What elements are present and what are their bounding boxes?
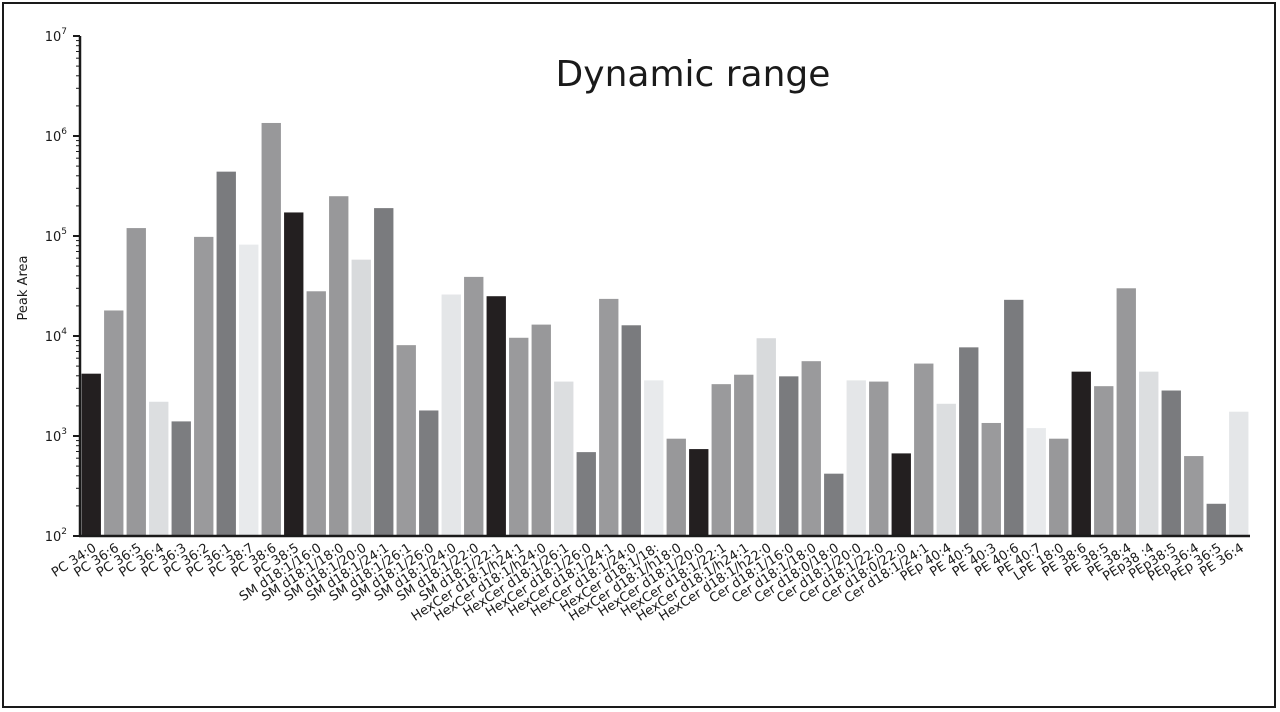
bar xyxy=(194,236,214,536)
x-axis: PC 34:0PC 36:6PC 36:5PC 36:4PC 36:3PC 36… xyxy=(49,534,1250,625)
bar xyxy=(216,171,236,536)
bar xyxy=(1116,288,1136,536)
bar xyxy=(599,298,619,536)
bar xyxy=(981,422,1001,536)
bar xyxy=(756,338,776,536)
bar xyxy=(261,122,281,536)
bar xyxy=(554,381,574,536)
y-tick-label: 105 xyxy=(45,227,67,245)
bar xyxy=(1139,371,1159,536)
bar xyxy=(801,361,821,536)
bar xyxy=(824,473,844,536)
y-axis-label: Peak Area xyxy=(16,256,31,321)
bar xyxy=(576,452,596,536)
bar xyxy=(509,337,529,536)
bar xyxy=(1094,386,1114,536)
bar xyxy=(464,276,484,536)
bar xyxy=(711,384,731,536)
bar xyxy=(1049,438,1069,536)
bar xyxy=(621,325,641,536)
bar xyxy=(644,380,664,536)
bar xyxy=(441,294,461,536)
bar xyxy=(284,212,304,536)
bar xyxy=(419,410,439,536)
bar xyxy=(666,438,686,536)
bar xyxy=(1071,371,1091,536)
bar xyxy=(126,228,146,536)
bar xyxy=(374,208,394,536)
bar xyxy=(1229,411,1249,536)
chart-title: Dynamic range xyxy=(556,54,831,95)
bar xyxy=(81,373,101,536)
bar xyxy=(351,259,371,536)
y-tick-label: 106 xyxy=(45,127,68,145)
bar xyxy=(734,374,754,536)
bar xyxy=(891,453,911,536)
bar xyxy=(914,363,934,536)
bar xyxy=(779,376,799,536)
bar xyxy=(959,347,979,536)
bar xyxy=(846,380,866,536)
bar xyxy=(869,381,889,536)
bar xyxy=(104,310,124,536)
bar xyxy=(329,196,349,536)
bar xyxy=(689,449,709,536)
bar xyxy=(239,244,259,536)
bar xyxy=(1184,456,1204,536)
bar xyxy=(306,291,326,536)
bar xyxy=(396,345,416,536)
bar xyxy=(1026,428,1046,536)
bar xyxy=(149,401,169,536)
bar xyxy=(1161,390,1181,536)
bar xyxy=(1004,299,1024,536)
y-tick-label: 103 xyxy=(45,427,67,445)
y-tick-label: 107 xyxy=(45,27,67,45)
bars-group xyxy=(81,122,1249,536)
bar xyxy=(936,403,956,536)
y-tick-label: 104 xyxy=(45,327,68,345)
bar xyxy=(1206,503,1226,536)
bar xyxy=(486,296,506,536)
y-tick-label: 102 xyxy=(45,527,67,545)
bar xyxy=(531,324,551,536)
bar xyxy=(171,421,191,536)
y-axis: 102 103 104 105 106 107 xyxy=(45,27,82,545)
